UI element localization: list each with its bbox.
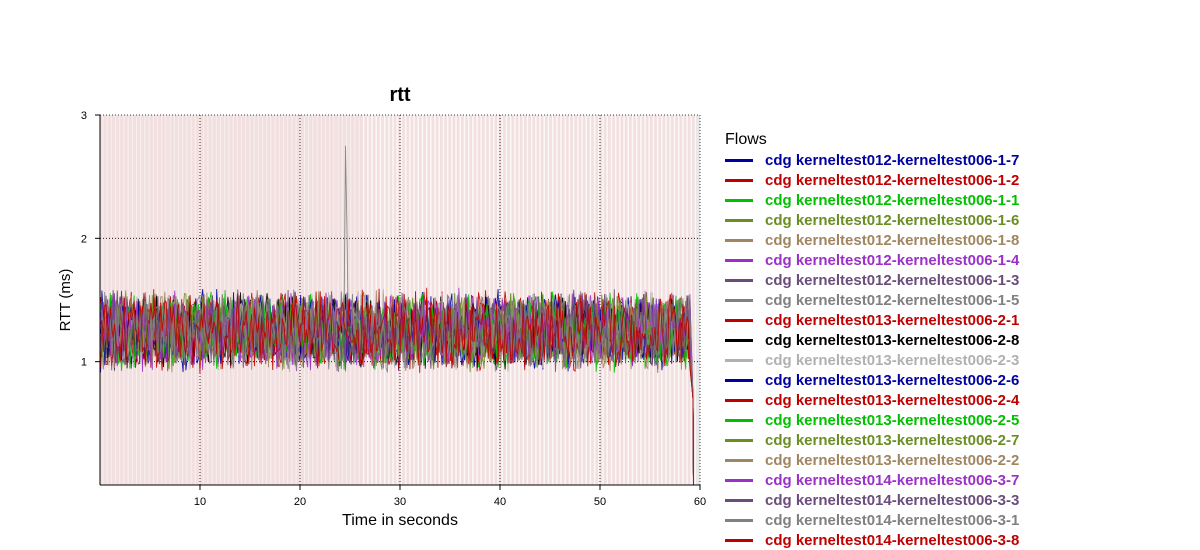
- legend-swatch: [725, 158, 753, 162]
- legend-label: cdg kerneltest014-kerneltest006-3-1: [765, 511, 1020, 529]
- legend-label: cdg kerneltest012-kerneltest006-1-7: [765, 151, 1020, 169]
- legend-swatch: [725, 298, 753, 302]
- legend-label: cdg kerneltest013-kerneltest006-2-3: [765, 351, 1020, 369]
- x-tick-label: 40: [494, 496, 506, 508]
- legend-item: cdg kerneltest012-kerneltest006-1-5: [725, 290, 1195, 310]
- legend-label: cdg kerneltest014-kerneltest006-3-3: [765, 491, 1020, 509]
- x-axis-label: Time in seconds: [342, 512, 458, 529]
- legend-item: cdg kerneltest012-kerneltest006-1-2: [725, 170, 1195, 190]
- legend-item: cdg kerneltest013-kerneltest006-2-7: [725, 430, 1195, 450]
- legend-swatch: [725, 218, 753, 222]
- legend-label: cdg kerneltest014-kerneltest006-3-8: [765, 531, 1020, 549]
- legend-items: cdg kerneltest012-kerneltest006-1-7 cdg k…: [725, 150, 1195, 550]
- legend-item: cdg kerneltest013-kerneltest006-2-1: [725, 310, 1195, 330]
- legend-label: cdg kerneltest013-kerneltest006-2-8: [765, 331, 1020, 349]
- legend: Flows cdg kerneltest012-kerneltest006-1-…: [725, 130, 1195, 550]
- legend-swatch: [725, 178, 753, 182]
- legend-swatch: [725, 438, 753, 442]
- x-tick-label: 60: [694, 496, 706, 508]
- legend-swatch: [725, 278, 753, 282]
- legend-swatch: [725, 378, 753, 382]
- legend-item: cdg kerneltest012-kerneltest006-1-6: [725, 210, 1195, 230]
- x-tick-label: 30: [394, 496, 406, 508]
- legend-swatch: [725, 198, 753, 202]
- y-tick-label: 2: [81, 233, 87, 245]
- legend-label: cdg kerneltest012-kerneltest006-1-5: [765, 291, 1020, 309]
- legend-label: cdg kerneltest012-kerneltest006-1-6: [765, 211, 1020, 229]
- legend-label: cdg kerneltest014-kerneltest006-3-7: [765, 471, 1020, 489]
- axes: 10 20 30 40 50 60 1 2 3: [81, 110, 706, 508]
- series-lines: [100, 145, 694, 486]
- x-tick-label: 10: [194, 496, 206, 508]
- legend-swatch: [725, 338, 753, 342]
- legend-swatch: [725, 498, 753, 502]
- legend-label: cdg kerneltest013-kerneltest006-2-1: [765, 311, 1020, 329]
- y-axis-label: RTT (ms): [57, 269, 74, 332]
- legend-label: cdg kerneltest012-kerneltest006-1-1: [765, 191, 1020, 209]
- legend-label: cdg kerneltest013-kerneltest006-2-7: [765, 431, 1020, 449]
- legend-item: cdg kerneltest014-kerneltest006-3-8: [725, 530, 1195, 550]
- chart-title: rtt: [389, 84, 410, 106]
- legend-item: cdg kerneltest014-kerneltest006-3-1: [725, 510, 1195, 530]
- legend-swatch: [725, 238, 753, 242]
- legend-swatch: [725, 478, 753, 482]
- legend-label: cdg kerneltest012-kerneltest006-1-3: [765, 271, 1020, 289]
- legend-item: cdg kerneltest012-kerneltest006-1-4: [725, 250, 1195, 270]
- legend-swatch: [725, 538, 753, 542]
- legend-item: cdg kerneltest014-kerneltest006-3-7: [725, 470, 1195, 490]
- legend-item: cdg kerneltest012-kerneltest006-1-8: [725, 230, 1195, 250]
- legend-label: cdg kerneltest013-kerneltest006-2-5: [765, 411, 1020, 429]
- legend-item: cdg kerneltest014-kerneltest006-3-3: [725, 490, 1195, 510]
- y-tick-label: 1: [81, 357, 87, 369]
- legend-item: cdg kerneltest013-kerneltest006-2-6: [725, 370, 1195, 390]
- legend-label: cdg kerneltest013-kerneltest006-2-4: [765, 391, 1020, 409]
- legend-item: cdg kerneltest013-kerneltest006-2-3: [725, 350, 1195, 370]
- x-tick-label: 50: [594, 496, 606, 508]
- legend-label: cdg kerneltest012-kerneltest006-1-4: [765, 251, 1020, 269]
- legend-swatch: [725, 358, 753, 362]
- legend-item: cdg kerneltest013-kerneltest006-2-8: [725, 330, 1195, 350]
- legend-label: cdg kerneltest013-kerneltest006-2-6: [765, 371, 1020, 389]
- y-tick-label: 3: [81, 110, 87, 122]
- legend-swatch: [725, 318, 753, 322]
- legend-swatch: [725, 458, 753, 462]
- legend-item: cdg kerneltest012-kerneltest006-1-3: [725, 270, 1195, 290]
- legend-item: cdg kerneltest012-kerneltest006-1-1: [725, 190, 1195, 210]
- legend-item: cdg kerneltest013-kerneltest006-2-4: [725, 390, 1195, 410]
- legend-label: cdg kerneltest012-kerneltest006-1-8: [765, 231, 1020, 249]
- legend-swatch: [725, 258, 753, 262]
- legend-swatch: [725, 418, 753, 422]
- legend-swatch: [725, 518, 753, 522]
- legend-swatch: [725, 398, 753, 402]
- series-line-20: [100, 289, 694, 486]
- legend-item: cdg kerneltest012-kerneltest006-1-7: [725, 150, 1195, 170]
- legend-item: cdg kerneltest013-kerneltest006-2-2: [725, 450, 1195, 470]
- legend-title: Flows: [725, 131, 767, 148]
- legend-label: cdg kerneltest013-kerneltest006-2-2: [765, 451, 1020, 469]
- x-tick-label: 20: [294, 496, 306, 508]
- legend-label: cdg kerneltest012-kerneltest006-1-2: [765, 171, 1020, 189]
- legend-item: cdg kerneltest013-kerneltest006-2-5: [725, 410, 1195, 430]
